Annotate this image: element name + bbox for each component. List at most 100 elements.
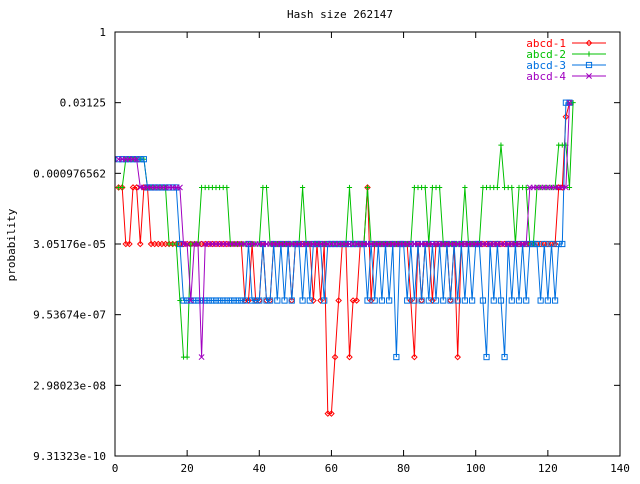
data-point bbox=[184, 241, 191, 247]
data-point bbox=[551, 297, 559, 304]
data-point bbox=[548, 240, 555, 248]
data-point bbox=[126, 240, 133, 248]
data-point bbox=[238, 297, 245, 304]
data-point bbox=[321, 297, 328, 304]
y-tick-label: 3.05176e-05 bbox=[33, 238, 106, 251]
data-point bbox=[267, 297, 274, 304]
data-point bbox=[177, 297, 183, 304]
data-point bbox=[555, 240, 562, 248]
data-point bbox=[184, 354, 190, 360]
data-point bbox=[559, 240, 566, 248]
data-point bbox=[281, 297, 288, 304]
x-tick-label: 100 bbox=[466, 462, 486, 475]
series-line-abcd-3 bbox=[118, 102, 570, 358]
data-point bbox=[248, 297, 256, 304]
data-point bbox=[425, 297, 432, 304]
data-point bbox=[393, 353, 400, 361]
data-point bbox=[180, 297, 187, 304]
data-point bbox=[220, 297, 227, 304]
data-point bbox=[454, 297, 461, 304]
data-point bbox=[202, 297, 209, 304]
data-point bbox=[140, 156, 147, 163]
data-point bbox=[422, 184, 428, 191]
data-point bbox=[194, 297, 202, 304]
data-point bbox=[209, 297, 216, 304]
data-point bbox=[223, 297, 230, 304]
data-point bbox=[530, 240, 537, 248]
data-point bbox=[205, 297, 212, 304]
data-point bbox=[523, 241, 530, 247]
y-tick-label: 1 bbox=[99, 26, 106, 39]
data-point bbox=[198, 354, 205, 361]
data-point bbox=[508, 297, 515, 304]
data-point bbox=[407, 297, 415, 304]
data-point bbox=[195, 241, 201, 247]
data-point bbox=[227, 297, 234, 304]
data-point bbox=[429, 297, 436, 304]
series-group bbox=[115, 99, 576, 417]
legend-marker bbox=[586, 73, 592, 79]
data-point bbox=[498, 142, 504, 148]
data-point bbox=[432, 297, 440, 304]
data-point bbox=[137, 156, 144, 163]
data-point bbox=[256, 297, 263, 304]
data-point bbox=[386, 297, 393, 304]
data-point bbox=[331, 353, 339, 361]
data-point bbox=[566, 184, 573, 191]
data-point bbox=[537, 297, 544, 304]
data-point bbox=[533, 240, 541, 248]
data-point bbox=[133, 184, 140, 191]
data-point bbox=[187, 297, 194, 304]
y-tick-label: 0.03125 bbox=[60, 97, 106, 110]
data-point bbox=[245, 297, 252, 304]
data-point bbox=[224, 184, 230, 191]
data-point bbox=[551, 240, 559, 248]
chart-title: Hash size 262147 bbox=[287, 8, 393, 21]
data-point bbox=[299, 297, 306, 304]
series-abcd-1 bbox=[115, 99, 573, 417]
data-point bbox=[184, 297, 191, 304]
data-point bbox=[440, 297, 447, 304]
data-point bbox=[461, 297, 468, 304]
data-point bbox=[378, 297, 386, 304]
data-point bbox=[404, 297, 411, 304]
data-point bbox=[212, 297, 220, 304]
data-point bbox=[562, 99, 569, 106]
data-point bbox=[411, 353, 418, 361]
legend-marker bbox=[585, 61, 593, 69]
y-tick-label: 9.53674e-07 bbox=[33, 309, 106, 322]
data-point bbox=[418, 297, 425, 304]
data-point bbox=[346, 353, 353, 361]
data-point bbox=[234, 297, 241, 304]
data-point bbox=[494, 184, 500, 191]
series-line-abcd-1 bbox=[118, 102, 570, 415]
data-point bbox=[462, 184, 468, 191]
x-tick-label: 40 bbox=[253, 462, 266, 475]
data-point bbox=[274, 297, 281, 304]
data-point bbox=[252, 297, 259, 304]
data-point bbox=[335, 297, 342, 304]
data-point bbox=[371, 297, 378, 304]
y-tick-label: 9.31323e-10 bbox=[33, 450, 106, 463]
series-line-abcd-2 bbox=[118, 102, 574, 358]
data-point bbox=[526, 240, 533, 248]
data-point bbox=[241, 297, 248, 304]
data-point bbox=[447, 297, 454, 304]
x-tick-label: 140 bbox=[610, 462, 630, 475]
data-point bbox=[479, 297, 487, 304]
data-point bbox=[328, 410, 335, 417]
data-point bbox=[367, 297, 375, 304]
legend-marker bbox=[586, 51, 592, 57]
data-point bbox=[176, 184, 183, 191]
data-point bbox=[437, 184, 443, 191]
x-tick-label: 80 bbox=[397, 462, 410, 475]
data-point bbox=[566, 99, 573, 106]
data-point bbox=[523, 184, 529, 191]
data-point bbox=[497, 297, 505, 304]
data-point bbox=[411, 297, 418, 304]
data-point bbox=[198, 297, 205, 304]
legend-label: abcd-1 bbox=[526, 37, 566, 50]
data-point bbox=[346, 184, 353, 191]
